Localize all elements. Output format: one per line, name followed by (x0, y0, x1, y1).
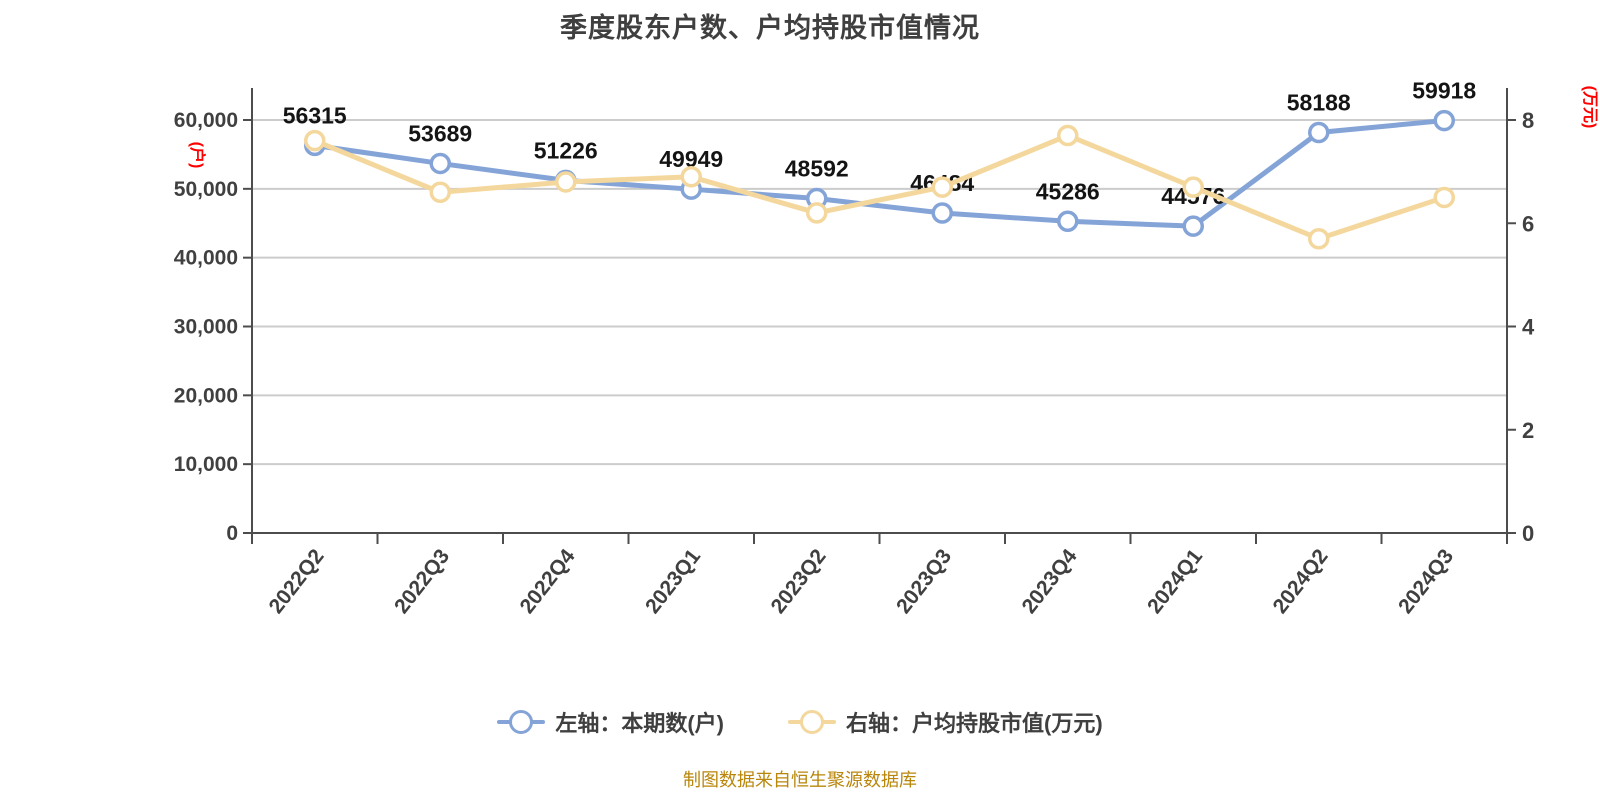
left-axis-tick-label: 10,000 (174, 453, 238, 476)
left-axis-unit-label: (户) (188, 142, 207, 169)
x-axis-label: 2024Q2 (1269, 545, 1333, 618)
legend-label: 左轴：本期数(户) (555, 711, 724, 736)
right-axis-tick-label: 0 (1522, 521, 1534, 546)
chart-title: 季度股东户数、户均持股市值情况 (560, 13, 980, 43)
data-label: 56315 (283, 102, 347, 128)
market-value-series-point-marker[interactable] (806, 202, 828, 224)
left-axis-tick-label: 30,000 (174, 316, 238, 339)
x-axis-label: 2024Q1 (1143, 545, 1207, 618)
data-label: 45286 (1036, 178, 1100, 204)
x-axis-label: 2024Q3 (1394, 545, 1458, 618)
shareholders-series-point-marker[interactable] (931, 202, 953, 224)
shareholders-series-point-marker[interactable] (1433, 109, 1455, 132)
left-axis-tick-label: 40,000 (174, 247, 238, 270)
shareholders-series-point-marker[interactable] (1057, 210, 1079, 233)
data-label: 48592 (785, 156, 849, 182)
x-axis-label: 2022Q3 (390, 545, 454, 618)
x-axis-label: 2023Q4 (1018, 545, 1082, 618)
data-label: 53689 (408, 120, 472, 146)
market-value-series-line (312, 132, 1447, 242)
x-axis-label: 2022Q2 (265, 545, 329, 618)
right-axis-tick-label: 8 (1522, 108, 1534, 133)
market-value-series-point-marker[interactable] (1433, 186, 1455, 209)
left-axis-tick-label: 60,000 (174, 109, 238, 132)
left-axis-tick-label: 0 (226, 522, 238, 545)
right-axis-tick-label: 2 (1522, 418, 1534, 443)
x-axis-label: 2023Q3 (892, 545, 956, 618)
left-axis-tick-label: 50,000 (174, 178, 238, 201)
right-axis-unit-label: (万元) (1581, 86, 1598, 129)
left-axis-tick-label: 20,000 (174, 384, 238, 407)
market-value-series-point-marker[interactable] (680, 166, 702, 188)
market-value-series-point-marker[interactable] (1057, 124, 1079, 147)
market-value-series-point-marker[interactable] (304, 129, 326, 152)
legend: 左轴：本期数(户) 右轴：户均持股市值(万元) (0, 706, 1600, 738)
market-value-series-point-marker[interactable] (1308, 227, 1330, 250)
x-axis-label: 2022Q4 (516, 545, 580, 618)
data-label: 59918 (1412, 78, 1476, 104)
data-label: 58188 (1287, 89, 1351, 115)
shareholders-series-point-marker[interactable] (429, 152, 451, 175)
data-source-note: 制图数据来自恒生聚源数据库 (683, 770, 917, 790)
market-value-series-point-marker[interactable] (1182, 176, 1204, 198)
blue-line-marker-icon (497, 710, 546, 734)
market-value-series-point-marker[interactable] (555, 171, 577, 193)
market-value-series-point-marker[interactable] (931, 176, 953, 198)
shareholders-series-line (312, 118, 1447, 229)
x-axis-label: 2023Q1 (641, 545, 705, 618)
shareholders-series-point-marker[interactable] (1308, 121, 1330, 144)
legend-item-market-value[interactable]: 右轴：户均持股市值(万元) (788, 706, 1103, 738)
right-axis-tick-label: 4 (1522, 315, 1535, 340)
data-label: 51226 (534, 137, 598, 163)
market-value-series-point-marker[interactable] (429, 181, 451, 204)
right-axis-tick-label: 6 (1522, 211, 1534, 236)
yellow-line-marker-icon (788, 710, 836, 734)
legend-item-shareholders[interactable]: 左轴：本期数(户) (497, 706, 724, 738)
x-axis-label: 2023Q2 (767, 545, 831, 618)
legend-label: 右轴：户均持股市值(万元) (846, 711, 1103, 736)
yellow-dot-icon (800, 710, 824, 734)
shareholders-series-point-marker[interactable] (1182, 215, 1204, 237)
blue-dot-icon (509, 710, 534, 734)
